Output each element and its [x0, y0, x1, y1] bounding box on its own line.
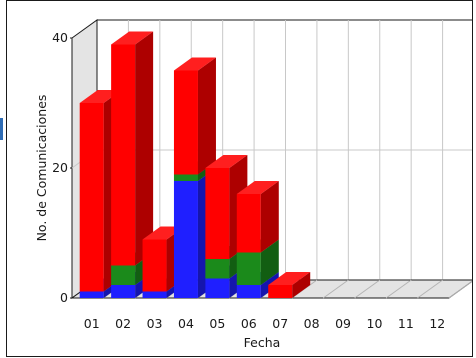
x-tick-04: 04 — [178, 316, 194, 331]
x-tick-labels: 01 02 03 04 05 06 07 08 09 10 11 12 — [84, 316, 445, 331]
floor-gridline — [323, 279, 349, 299]
x-tick-10: 10 — [367, 316, 383, 331]
y-tick-labels: 0 20 40 — [52, 30, 72, 305]
x-tick-02: 02 — [115, 316, 131, 331]
bar-07-segment-3 — [268, 272, 311, 298]
x-tick-01: 01 — [84, 316, 100, 331]
x-tick-12: 12 — [429, 316, 445, 331]
x-tick-08: 08 — [304, 316, 320, 331]
bar-02-segment-3 — [111, 31, 154, 266]
stacked-bar-chart: 0 20 40 01 02 03 04 05 06 07 08 09 10 11 12 Fecha No.… — [34, 19, 472, 350]
floor-gridline — [417, 279, 443, 299]
bar-06-segment-3 — [236, 181, 279, 253]
y-tick-40: 40 — [52, 30, 68, 45]
left-accent-mark — [0, 118, 3, 140]
y-tick-20: 20 — [52, 160, 68, 175]
x-tick-05: 05 — [209, 316, 225, 331]
chart-frame: 0 20 40 01 02 03 04 05 06 07 08 09 10 11 12 Fecha No.… — [6, 0, 473, 357]
x-tick-03: 03 — [147, 316, 163, 331]
floor-gridline — [448, 280, 472, 299]
x-tick-09: 09 — [335, 316, 351, 331]
y-axis-title: No. de Comunicaciones — [34, 95, 49, 242]
y-tick-0: 0 — [60, 290, 68, 305]
bars — [79, 31, 311, 298]
bar-04-segment-3 — [173, 57, 216, 175]
x-tick-07: 07 — [272, 316, 288, 331]
x-axis-title: Fecha — [244, 335, 281, 350]
x-tick-06: 06 — [241, 316, 257, 331]
floor-gridline — [354, 279, 381, 299]
x-tick-11: 11 — [398, 316, 414, 331]
floor-gridline — [385, 279, 412, 299]
